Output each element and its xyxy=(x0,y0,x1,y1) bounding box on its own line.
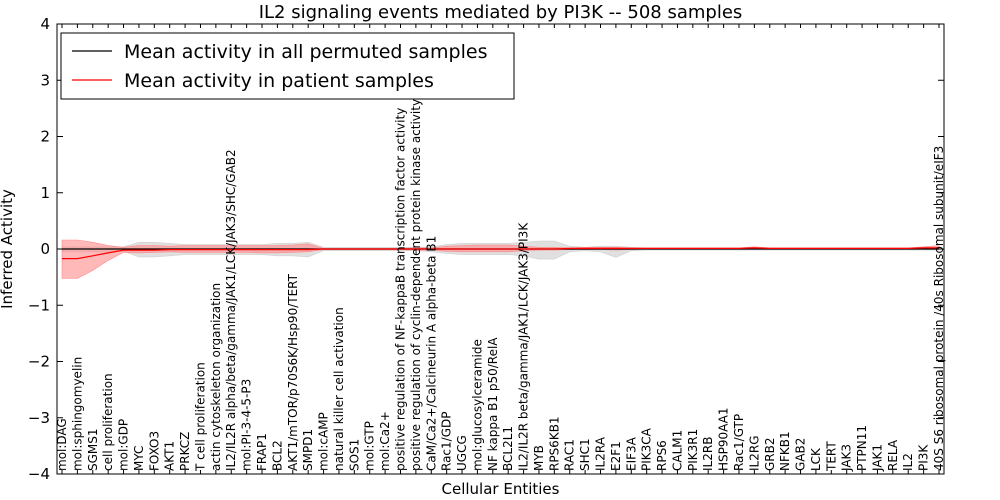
y-tick-label: −2 xyxy=(28,353,50,371)
x-category-label: IL2RB xyxy=(701,437,715,471)
x-category-label: IL2RG xyxy=(747,436,761,472)
x-category-label: BCL2 xyxy=(270,440,284,471)
x-category-label: EIF3A xyxy=(624,436,638,471)
x-category-label: RPS6KB1 xyxy=(547,416,561,471)
x-category-label: 40S S6 ribosomal protein /40s Ribosomal … xyxy=(932,146,946,471)
x-category-label: LCK xyxy=(809,447,823,471)
x-category-label: SOS1 xyxy=(347,439,361,471)
x-category-label: positive regulation of NF-kappaB transcr… xyxy=(393,108,407,471)
y-tick-label: 0 xyxy=(40,240,50,258)
y-axis-label: Inferred Activity xyxy=(0,189,16,309)
x-category-label: TERT xyxy=(824,441,838,472)
chart-title: IL2 signaling events mediated by PI3K --… xyxy=(259,2,743,23)
x-category-label: RAC1 xyxy=(563,439,577,471)
x-axis-label: Cellular Entities xyxy=(442,480,560,498)
x-category-label: actin cytoskeleton organization xyxy=(209,283,223,471)
x-category-label: mol:GDP xyxy=(117,419,131,471)
x-category-label: PRKCZ xyxy=(178,432,192,471)
x-category-label: SGMS1 xyxy=(86,428,100,471)
x-category-label: RELA xyxy=(886,439,900,471)
x-category-label: T cell proliferation xyxy=(193,362,207,472)
y-tick-label: 3 xyxy=(40,71,50,89)
y-tick-label: 4 xyxy=(40,15,50,33)
x-category-label: SMPD1 xyxy=(301,429,315,471)
x-category-label: RPS6 xyxy=(655,440,669,471)
x-category-label: mol:DAG xyxy=(55,418,69,471)
x-category-label: CaM/Ca2+/Calcineurin A alpha-beta B1 xyxy=(424,236,438,471)
x-category-label: HSP90AA1 xyxy=(717,407,731,471)
x-category-label: IL2/IL2R alpha/beta/gamma/JAK1/LCK/JAK3/… xyxy=(224,149,238,471)
x-category-label: Rac1/GDP xyxy=(440,412,454,471)
x-category-label: mol:glucosylceramide xyxy=(470,339,484,471)
x-category-label: IL2/IL2R beta/gamma/JAK1/LCK/JAK3/PI3K xyxy=(517,222,531,471)
x-category-label: natural killer cell activation xyxy=(332,307,346,471)
x-category-label: mol:Ca2+ xyxy=(378,411,392,471)
x-category-label: UGCG xyxy=(455,435,469,471)
x-category-label: SHC1 xyxy=(578,438,592,471)
x-category-label: GAB2 xyxy=(794,438,808,471)
x-category-label: FOXO3 xyxy=(147,431,161,471)
x-category-label: E2F1 xyxy=(609,441,623,471)
x-category-label: NF kappa B1 p50/RelA xyxy=(486,337,500,471)
x-category-label: mol:sphingomyelin xyxy=(70,357,84,471)
x-category-label: BCL2L1 xyxy=(501,426,515,471)
y-tick-label: 1 xyxy=(40,184,50,202)
y-tick-label: −4 xyxy=(28,465,50,483)
x-category-label: PIK3R1 xyxy=(686,429,700,471)
x-category-label: AKT1/mTOR/p70S6K/Hsp90/TERT xyxy=(286,273,300,471)
x-category-label: MYB xyxy=(532,445,546,471)
x-category-label: PI3K xyxy=(917,444,931,471)
legend-label-patient: Mean activity in patient samples xyxy=(124,70,434,92)
x-category-label: PIK3CA xyxy=(640,427,654,471)
x-category-label: JAK1 xyxy=(870,444,884,472)
x-category-label: cell proliferation xyxy=(101,373,115,471)
y-tick-label: −1 xyxy=(28,296,50,314)
legend-label-permuted: Mean activity in all permuted samples xyxy=(124,41,487,63)
x-category-label: mol:PI-3-4-5-P3 xyxy=(240,379,254,471)
x-category-label: IL2 xyxy=(901,453,915,471)
y-tick-label: −3 xyxy=(28,409,50,427)
x-category-label: mol:GTP xyxy=(363,421,377,471)
x-category-label: IL2RA xyxy=(594,436,608,471)
x-category-label: MYC xyxy=(132,446,146,471)
x-category-label: NFKB1 xyxy=(778,431,792,471)
legend: Mean activity in all permuted samples Me… xyxy=(60,32,515,100)
x-category-label: CALM1 xyxy=(670,430,684,471)
series-line-1 xyxy=(62,247,939,260)
x-category-label: JAK3 xyxy=(840,444,854,472)
x-category-label: Rac1/GTP xyxy=(732,414,746,471)
x-category-label: positive regulation of cyclin-dependent … xyxy=(409,99,423,471)
x-category-label: mol:cAMP xyxy=(317,412,331,471)
x-category-label: FRAP1 xyxy=(255,433,269,471)
y-tick-label: 2 xyxy=(40,128,50,146)
x-category-label: AKT1 xyxy=(163,441,177,471)
legend-box xyxy=(60,32,515,100)
x-category-label: PTPN11 xyxy=(855,425,869,471)
x-category-label: GRB2 xyxy=(763,437,777,471)
